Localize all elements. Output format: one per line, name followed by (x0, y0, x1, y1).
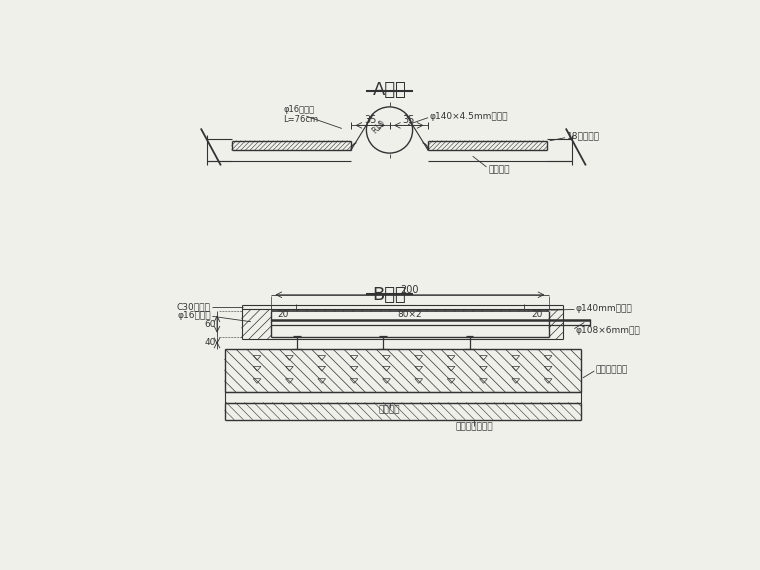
Text: 隐道钐筋台衔衬: 隐道钐筋台衔衬 (455, 423, 493, 431)
Text: φ16固定钓: φ16固定钓 (177, 311, 211, 320)
Text: A大样: A大样 (372, 82, 407, 100)
Text: 明洞衔衬: 明洞衔衬 (378, 405, 401, 414)
Text: 80×2: 80×2 (397, 310, 423, 319)
Text: B大样: B大样 (372, 286, 407, 304)
Text: 隐道初期支护: 隐道初期支护 (596, 366, 628, 374)
Text: R10: R10 (370, 119, 387, 136)
Text: 40: 40 (204, 339, 216, 347)
Text: 20: 20 (531, 310, 542, 319)
Text: 35: 35 (403, 115, 415, 125)
Text: φ140×4.5mm孔口管: φ140×4.5mm孔口管 (429, 112, 508, 121)
Text: 35: 35 (364, 115, 376, 125)
Text: 60: 60 (204, 320, 216, 328)
Text: φ140mm孔口管: φ140mm孔口管 (576, 304, 632, 313)
Text: φ108×6mm钐管: φ108×6mm钐管 (576, 325, 641, 335)
Text: C30混护层: C30混护层 (177, 302, 211, 311)
Text: 18号工字钐: 18号工字钐 (567, 132, 600, 141)
Text: 20: 20 (277, 310, 289, 319)
Text: φ16固定钓
L=76cm: φ16固定钓 L=76cm (283, 105, 318, 124)
Text: 200: 200 (401, 285, 420, 295)
Text: 双面焊接: 双面焊接 (488, 165, 509, 174)
